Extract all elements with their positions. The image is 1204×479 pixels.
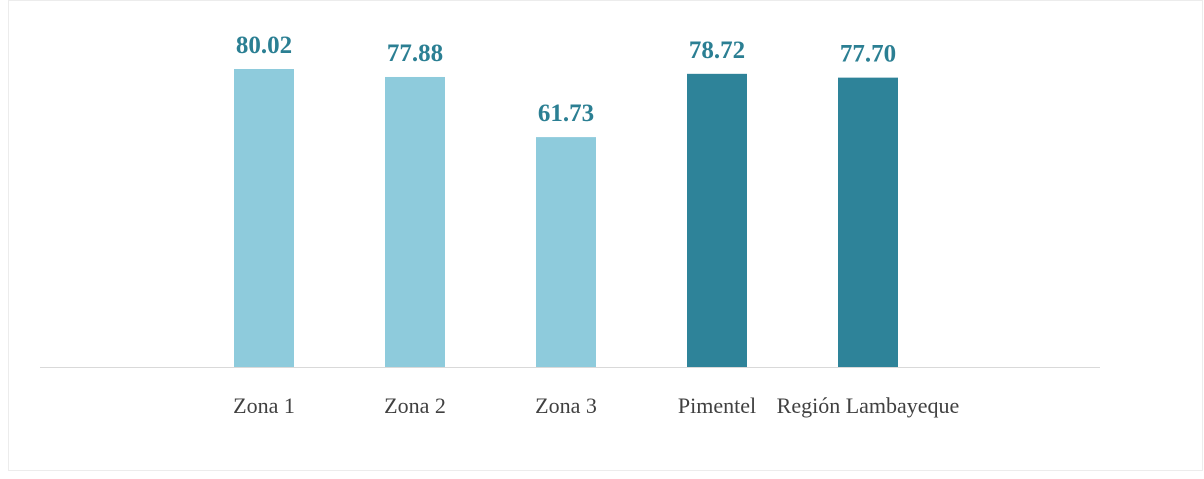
data-label: 61.73 — [538, 100, 594, 127]
data-label: 77.88 — [387, 40, 443, 67]
bar — [536, 137, 596, 367]
data-label: 80.02 — [236, 32, 292, 59]
x-tick-label: Región Lambayeque — [777, 393, 960, 418]
bar — [234, 69, 294, 367]
bar — [385, 76, 445, 367]
data-label: 78.72 — [689, 37, 745, 64]
x-tick-label: Pimentel — [678, 393, 756, 418]
x-tick-label: Zona 1 — [233, 393, 295, 418]
x-tick-label: Zona 3 — [535, 393, 597, 418]
data-label: 77.70 — [840, 41, 896, 68]
bar — [687, 73, 747, 367]
x-tick-label: Zona 2 — [384, 393, 446, 418]
bar — [838, 77, 898, 368]
chart-frame — [8, 0, 1203, 471]
